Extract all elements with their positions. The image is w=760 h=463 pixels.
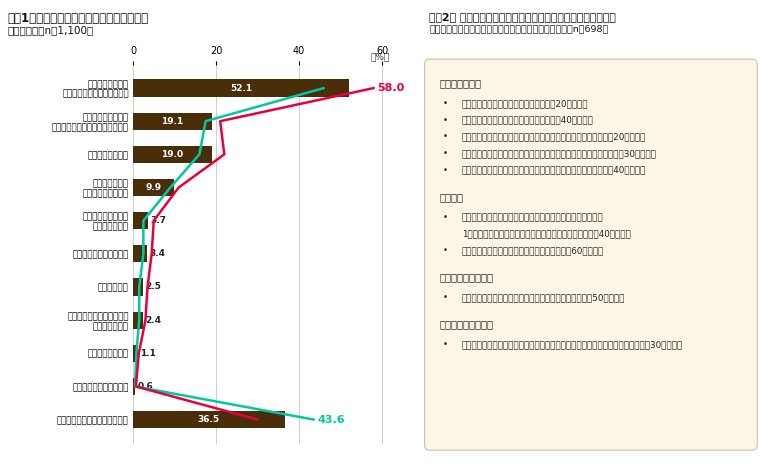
Text: 日常から離れ、非日常を味わうことができリフレッシュ効果がある（30代女性）: 日常から離れ、非日常を味わうことができリフレッシュ効果がある（30代女性） [461,149,657,158]
Text: •: • [442,166,448,175]
Text: 疲れた時に、気分をリフレッシュできる（40代男性）: 疲れた時に、気分をリフレッシュできる（40代男性） [461,116,594,125]
Text: 1.1: 1.1 [140,349,156,358]
Text: （普段カフェ・喫茶店を利用する人ベース　自由回答：n＝698）: （普段カフェ・喫茶店を利用する人ベース 自由回答：n＝698） [429,25,609,33]
Text: 1人で来ていてもかまわないという空気感が心地良い。（40代女性）: 1人で来ていてもかまわないという空気感が心地良い。（40代女性） [461,230,631,238]
Bar [133,378,135,395]
Text: •: • [442,213,448,222]
Text: •: • [442,116,448,125]
Text: 気分転換になる: 気分転換になる [439,78,481,88]
FancyBboxPatch shape [425,59,757,450]
Bar [133,278,144,295]
Text: （複数回答：n＝1,100）: （複数回答：n＝1,100） [8,25,93,36]
Bar [133,344,138,362]
Text: また次の日に仕事を頑張ろうと思う。（20代男性）: また次の日に仕事を頑張ろうと思う。（20代男性） [461,99,588,108]
Text: 落ち着く: 落ち着く [439,192,463,202]
Text: 43.6: 43.6 [317,414,345,425]
Text: •: • [442,246,448,255]
Text: 9.9: 9.9 [145,183,162,192]
Legend: 全体, 男性, 女性: 全体, 男性, 女性 [458,258,501,312]
Bar [133,113,212,130]
Bar [133,212,148,229]
Text: •: • [442,294,448,302]
Bar [133,80,350,97]
Text: （%）: （%） [371,52,391,62]
Text: 張りつめていたモノが一瞬でも降ろせるので、ホッとする。: 張りつめていたモノが一瞬でも降ろせるので、ホッとする。 [461,213,603,222]
Text: 幸せな気持ちになる: 幸せな気持ちになる [439,319,493,330]
Text: •: • [442,149,448,158]
Text: •: • [442,99,448,108]
Text: 19.0: 19.0 [161,150,183,159]
Text: 19.1: 19.1 [162,117,184,125]
Text: おしゃれな空間で見た目も可愛いおいしいものを食べて幸せな気持ちになる。（30代女性）: おしゃれな空間で見た目も可愛いおいしいものを食べて幸せな気持ちになる。（30代女… [461,340,683,350]
Text: •: • [442,132,448,141]
Text: 2.5: 2.5 [145,282,161,292]
Text: 忙しい時にホッとしたくて来ると落ち着いて気分転換になる。（40代女性）: 忙しい時にホッとしたくて来ると落ち着いて気分転換になる。（40代女性） [461,166,646,175]
Bar [133,312,143,329]
Text: 日常のバタバタから解放されて落ち着ける。（60代女性）: 日常のバタバタから解放されて落ち着ける。（60代女性） [461,246,604,255]
Bar [133,146,212,163]
Text: 2.4: 2.4 [145,316,161,325]
Text: 58.0: 58.0 [377,83,404,93]
Bar [133,179,174,196]
Text: 嫌なことがあっても落ち着いた音楽のおかげで和やかになる。（20代女性）: 嫌なことがあっても落ち着いた音楽のおかげで和やかになる。（20代女性） [461,132,646,141]
Text: ストレス解消になる: ストレス解消になる [439,273,493,282]
Text: 友人、知人との会話が弾み、ストレス解消にもなる。（50代女性）: 友人、知人との会話が弾み、ストレス解消にもなる。（50代女性） [461,294,625,302]
Text: 36.5: 36.5 [198,415,220,424]
Text: 0.6: 0.6 [138,382,154,391]
Bar [133,411,284,428]
Text: 52.1: 52.1 [230,83,252,93]
Bar [133,245,147,263]
Text: ＜図2＞ カフェ・喫茶店を利用して得られる気持ち　一部抜粤: ＜図2＞ カフェ・喫茶店を利用して得られる気持ち 一部抜粤 [429,12,616,22]
Text: 3.7: 3.7 [150,216,166,225]
Text: 3.4: 3.4 [149,249,165,258]
Text: ＜図1＞普段利用するカフェ・喫茶店の種類: ＜図1＞普段利用するカフェ・喫茶店の種類 [8,12,149,25]
Text: •: • [442,340,448,350]
